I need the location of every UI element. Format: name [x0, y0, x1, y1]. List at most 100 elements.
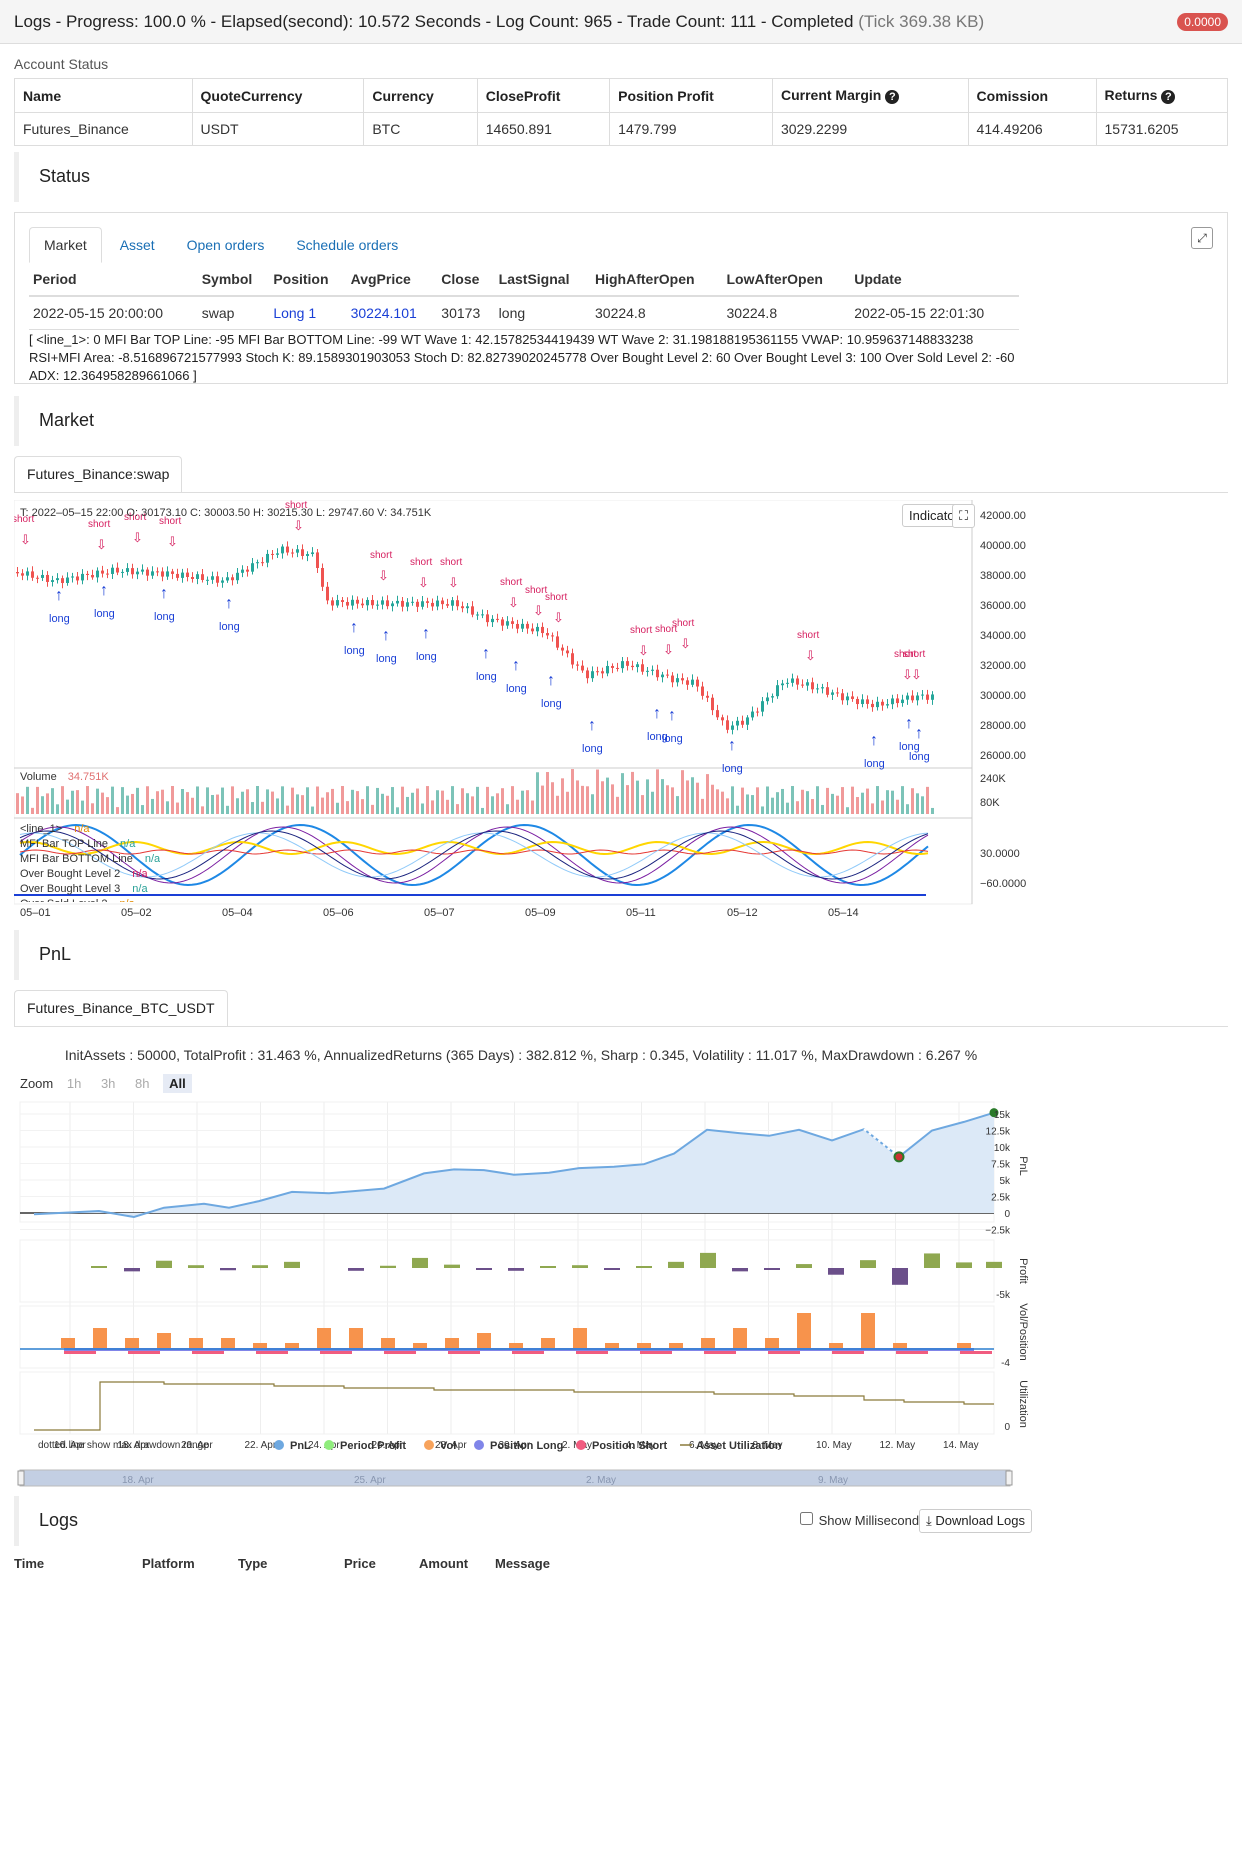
long-arrow-icon: ↑	[482, 645, 490, 662]
candle-body	[161, 571, 164, 577]
legend-item[interactable]: PnL	[290, 1440, 311, 1452]
navigator-right-handle[interactable]	[1005, 1470, 1013, 1486]
zoom-1h-button[interactable]: 1h	[66, 1076, 82, 1091]
candle-body	[791, 678, 794, 683]
candle-body	[531, 628, 534, 632]
volume-bar	[605, 1343, 619, 1348]
oscillator-legend-item: Over Bought Level 2 n/a	[20, 867, 160, 882]
candle-body	[166, 571, 169, 577]
status-cell: swap	[197, 296, 270, 330]
volume-bar	[861, 1313, 875, 1348]
tab-futures-binance-btc-usdt[interactable]: Futures_Binance_BTC_USDT	[14, 990, 228, 1026]
volume-bar	[156, 791, 159, 814]
account-header-cell: Position Profit	[609, 78, 773, 113]
volume-bar	[806, 791, 809, 814]
candle-body	[201, 574, 204, 580]
candle-body	[846, 696, 849, 701]
pnl-chart[interactable]: 15k 12.5k 10k 7.5k 5k 2.5k 0 −2.5k -5k -4 0 PnL Prof…	[14, 1096, 1044, 1496]
long-arrow-icon: ↑	[100, 582, 108, 599]
tab-open-orders[interactable]: Open orders	[186, 237, 265, 253]
volume-bar	[31, 807, 34, 814]
candle-body	[806, 682, 809, 686]
account-cell: Futures_Binance	[14, 112, 193, 146]
candle-body	[36, 577, 39, 579]
zoom-3h-button[interactable]: 3h	[100, 1076, 116, 1091]
candle-body	[516, 623, 519, 629]
download-logs-button[interactable]: ⤓ Download Logs	[919, 1509, 1032, 1533]
indicator-button[interactable]: Indicator	[902, 504, 966, 527]
legend-item[interactable]: Vol	[440, 1440, 456, 1452]
legend-item[interactable]: Position Long	[490, 1440, 563, 1452]
fullscreen-icon[interactable]: ⛶	[952, 504, 976, 528]
tab-market[interactable]: Market	[29, 227, 102, 263]
tab-asset[interactable]: Asset	[119, 237, 155, 253]
volume-bar	[56, 804, 59, 814]
volume-bar	[716, 789, 719, 814]
volume-bar	[911, 788, 914, 814]
volume-bar	[186, 792, 189, 814]
volume-bar	[211, 794, 214, 814]
status-header-cell: LowAfterOpen	[722, 263, 851, 297]
show-millisecond-toggle[interactable]: Show Millisecond	[800, 1512, 919, 1528]
volume-bar	[61, 1338, 75, 1348]
date-tick-label: 05–07	[424, 907, 455, 919]
logs-header-cell: Amount	[419, 1556, 469, 1571]
ohlc-readout: T: 2022–05–15 22:00 O: 30173.10 C: 30003…	[20, 507, 432, 519]
volume-bar	[741, 787, 744, 814]
candlestick-chart[interactable]: ↑long↑long↑long↑long ↑long↑long↑long ↑long…	[14, 500, 1044, 920]
legend-item[interactable]: Asset Utilization	[696, 1440, 782, 1452]
volume-bar	[561, 778, 564, 814]
legend-item[interactable]: Period Profit	[340, 1440, 406, 1452]
volume-bar	[816, 786, 819, 814]
legend-item[interactable]: Position Short	[592, 1440, 668, 1452]
period-profit-bar	[188, 1265, 204, 1268]
navigator-left-handle[interactable]	[17, 1470, 25, 1486]
legend-symbol	[474, 1440, 484, 1450]
tab-schedule-orders[interactable]: Schedule orders	[296, 237, 399, 253]
status-header-cell: AvgPrice	[346, 263, 438, 297]
volume-bar	[781, 788, 784, 814]
candle-body	[571, 653, 574, 665]
logs-header-cell: Price	[344, 1556, 376, 1571]
period-profit-bar	[412, 1257, 428, 1268]
price-tick-label: 36000.00	[980, 600, 1026, 612]
candle-body	[671, 675, 674, 683]
volume-bar	[771, 797, 774, 814]
max-drawdown-marker[interactable]	[893, 1151, 905, 1163]
candle-body	[406, 602, 409, 607]
volume-bar	[191, 797, 194, 814]
help-icon[interactable]: ?	[1161, 90, 1176, 104]
volume-bar	[706, 774, 709, 814]
account-cell: USDT	[191, 112, 365, 146]
tab-divider	[14, 492, 1228, 493]
candle-body	[101, 570, 104, 574]
zoom-8h-button[interactable]: 8h	[135, 1076, 150, 1091]
volume-bar	[189, 1338, 203, 1348]
zoom-all-button[interactable]: All	[163, 1074, 192, 1093]
oscillator-line	[19, 830, 929, 880]
peak-marker[interactable]	[989, 1108, 999, 1118]
pnl-date-label: 30. Apr	[499, 1440, 531, 1451]
volume-bar	[91, 803, 94, 814]
volume-bar	[131, 793, 134, 814]
candle-body	[486, 614, 489, 623]
show-millisecond-checkbox[interactable]	[800, 1512, 813, 1525]
date-tick-label: 05–06	[323, 907, 354, 919]
navigator-range[interactable]	[19, 1469, 1011, 1487]
volume-bar	[196, 786, 199, 814]
pnl-date-label: 14. May	[943, 1440, 979, 1451]
help-icon[interactable]: ?	[885, 90, 900, 104]
pnl-tick-label: 5k	[999, 1176, 1011, 1187]
candle-body	[246, 569, 249, 572]
tab-futures-binance-swap[interactable]: Futures_Binance:swap	[14, 456, 183, 492]
volume-bar	[626, 785, 629, 814]
short-arrow-icon: ⇩	[418, 575, 429, 590]
candle-body	[446, 604, 449, 606]
expand-icon[interactable]: ⤢	[1191, 227, 1213, 249]
volume-bar	[376, 787, 379, 814]
volume-bar	[751, 795, 754, 814]
candle-body	[86, 573, 89, 575]
volume-bar	[886, 790, 889, 814]
volume-bar	[286, 805, 289, 814]
volume-bar	[236, 798, 239, 814]
